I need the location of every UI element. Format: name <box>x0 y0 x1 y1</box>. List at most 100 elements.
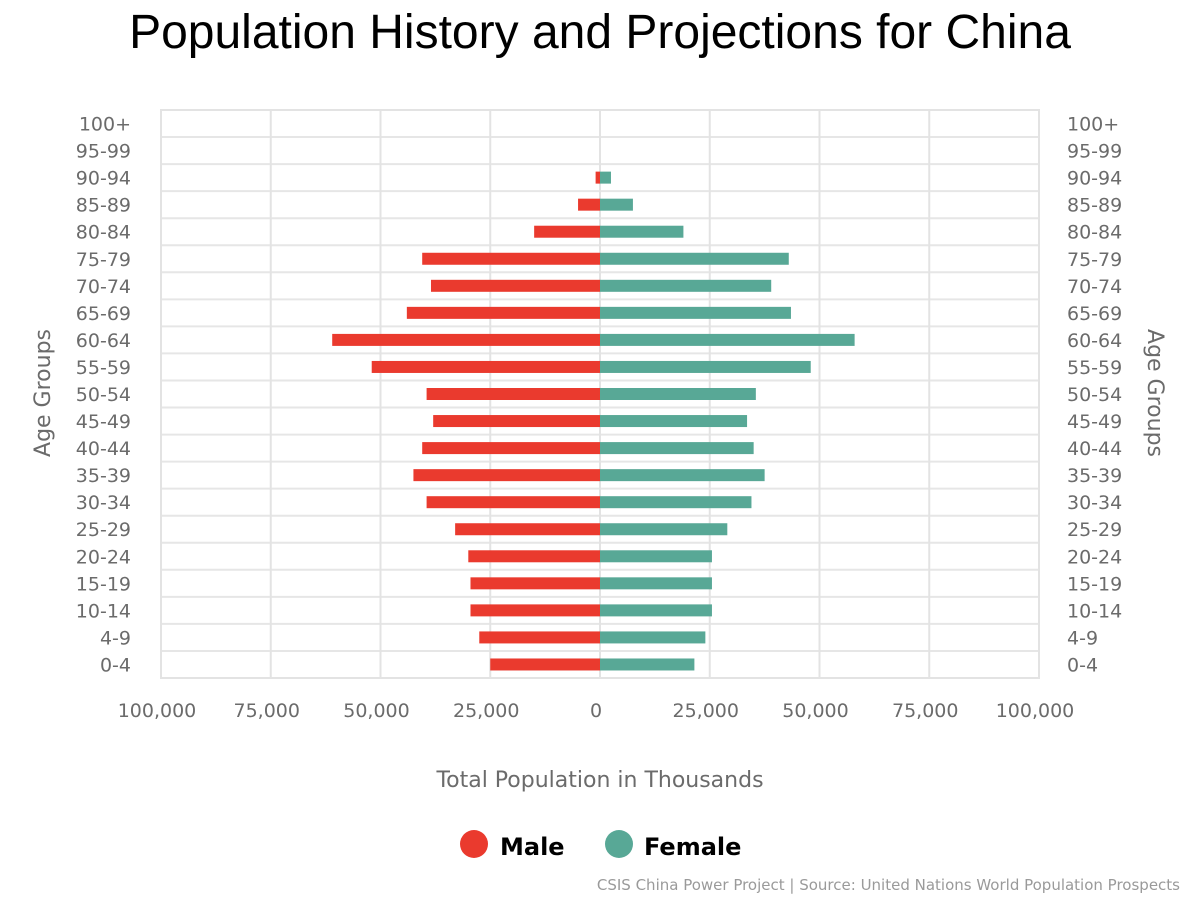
age-label-left: 55-59 <box>76 357 131 379</box>
source-note: CSIS China Power Project | Source: Unite… <box>597 876 1180 894</box>
age-label-right: 4-9 <box>1067 627 1098 649</box>
bar-male-80-84 <box>534 225 600 238</box>
age-label-left: 90-94 <box>76 168 131 190</box>
x-axis-title: Total Population in Thousands <box>435 768 763 793</box>
age-label-left: 80-84 <box>76 222 131 244</box>
bar-male-0-4 <box>490 658 600 671</box>
age-label-right: 100+ <box>1067 114 1119 136</box>
age-label-right: 75-79 <box>1067 249 1122 271</box>
bar-female-10-14 <box>600 604 712 617</box>
x-tick-label: 100,000 <box>996 700 1075 722</box>
age-label-left: 100+ <box>79 114 131 136</box>
bar-female-85-89 <box>600 198 633 211</box>
age-label-right: 15-19 <box>1067 573 1122 595</box>
bar-male-60-64 <box>332 333 600 346</box>
bar-female-45-49 <box>600 415 748 428</box>
bar-male-35-39 <box>413 469 600 482</box>
bar-female-0-4 <box>600 658 695 671</box>
x-tick-label: 75,000 <box>234 700 300 722</box>
age-label-left: 35-39 <box>76 465 131 487</box>
bar-male-4-9 <box>479 631 600 644</box>
age-label-left: 25-29 <box>76 519 131 541</box>
bar-female-80-84 <box>600 225 684 238</box>
bars <box>332 171 855 671</box>
bar-male-75-79 <box>422 252 600 265</box>
age-label-left: 20-24 <box>76 546 131 568</box>
bar-female-20-24 <box>600 550 712 563</box>
age-label-right: 30-34 <box>1067 492 1122 514</box>
legend-female-label: Female <box>644 833 741 861</box>
bar-female-50-54 <box>600 388 756 400</box>
bar-female-65-69 <box>600 306 791 319</box>
x-tick-label: 75,000 <box>892 700 958 722</box>
age-label-right: 0-4 <box>1067 654 1098 676</box>
age-label-left: 45-49 <box>76 411 131 433</box>
bar-female-30-34 <box>600 496 752 509</box>
bar-female-75-79 <box>600 252 789 265</box>
bar-female-55-59 <box>600 360 811 373</box>
age-label-left: 40-44 <box>76 438 131 460</box>
age-label-left: 4-9 <box>100 627 131 649</box>
bar-female-70-74 <box>600 279 772 292</box>
age-label-left: 75-79 <box>76 249 131 271</box>
bar-female-25-29 <box>600 523 728 536</box>
age-label-left: 85-89 <box>76 195 131 217</box>
y-axis-title-left: Age Groups <box>31 329 56 457</box>
bar-male-25-29 <box>455 523 600 536</box>
age-label-left: 10-14 <box>76 600 131 622</box>
x-tick-label: 100,000 <box>118 700 197 722</box>
age-label-left: 0-4 <box>100 654 131 676</box>
age-label-right: 90-94 <box>1067 168 1122 190</box>
x-tick-label: 50,000 <box>343 700 409 722</box>
bar-male-10-14 <box>470 604 600 617</box>
chart-title: Population History and Projections for C… <box>129 6 1071 59</box>
bar-female-60-64 <box>600 333 855 346</box>
age-label-left: 30-34 <box>76 492 131 514</box>
x-tick-label: 25,000 <box>453 700 519 722</box>
age-label-right: 10-14 <box>1067 600 1122 622</box>
x-tick-label: 0 <box>590 700 602 722</box>
age-label-right: 80-84 <box>1067 222 1122 244</box>
bar-male-40-44 <box>422 442 600 455</box>
age-label-right: 60-64 <box>1067 330 1122 352</box>
age-label-right: 35-39 <box>1067 465 1122 487</box>
x-tick-labels: 100,000 75,000 50,000 25,000 0 25,000 50,000 75… <box>118 700 1075 722</box>
bar-female-35-39 <box>600 469 765 482</box>
age-label-left: 15-19 <box>76 573 131 595</box>
bar-male-65-69 <box>406 306 600 319</box>
x-tick-label: 25,000 <box>673 700 739 722</box>
age-label-right: 45-49 <box>1067 411 1122 433</box>
age-label-right: 25-29 <box>1067 519 1122 541</box>
bar-male-55-59 <box>371 360 600 373</box>
age-label-left: 95-99 <box>76 141 131 163</box>
age-group-labels: 100+ 100+ 95-99 95-99 90-94 90-94 85-89 85-89 80… <box>76 114 1122 677</box>
y-axis-title-right: Age Groups <box>1142 329 1167 457</box>
age-label-right: 50-54 <box>1067 384 1122 406</box>
age-label-right: 65-69 <box>1067 303 1122 325</box>
age-label-left: 60-64 <box>76 330 131 352</box>
bar-male-20-24 <box>468 550 600 563</box>
bar-male-70-74 <box>430 279 600 292</box>
age-label-right: 95-99 <box>1067 141 1122 163</box>
bar-male-85-89 <box>578 198 600 211</box>
age-label-left: 65-69 <box>76 303 131 325</box>
legend-female-marker <box>605 830 633 858</box>
bar-male-30-34 <box>426 496 600 509</box>
legend-male-marker <box>460 830 488 858</box>
bar-male-50-54 <box>426 388 600 400</box>
bar-male-45-49 <box>433 415 600 428</box>
bar-female-90-94 <box>600 171 611 184</box>
age-label-right: 40-44 <box>1067 438 1122 460</box>
x-tick-label: 50,000 <box>782 700 848 722</box>
age-label-left: 70-74 <box>76 276 131 298</box>
age-label-right: 55-59 <box>1067 357 1122 379</box>
age-label-right: 85-89 <box>1067 195 1122 217</box>
legend-male-label: Male <box>500 833 565 861</box>
legend: Male Female <box>460 830 741 861</box>
age-label-right: 70-74 <box>1067 276 1122 298</box>
bar-female-4-9 <box>600 631 706 644</box>
grid <box>160 109 1040 679</box>
age-label-right: 20-24 <box>1067 546 1122 568</box>
bar-female-15-19 <box>600 577 712 590</box>
